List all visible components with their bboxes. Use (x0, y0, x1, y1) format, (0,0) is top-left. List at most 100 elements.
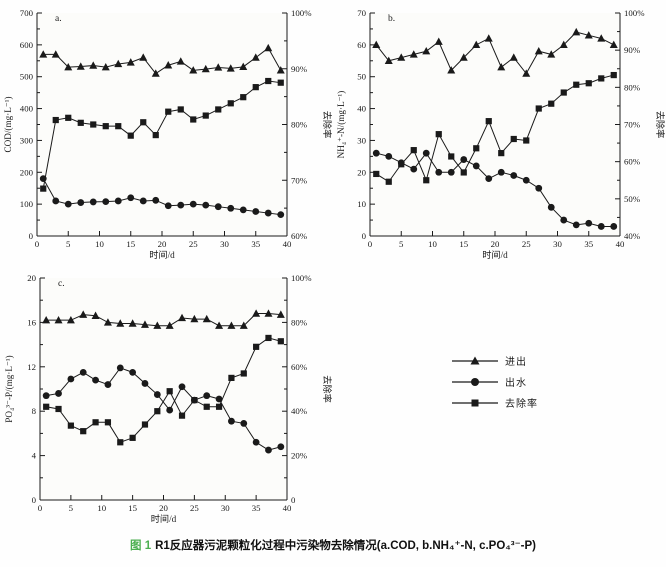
data-point-square (55, 405, 62, 413)
x-tick-label: 35 (584, 239, 593, 249)
data-point-circle (153, 391, 161, 398)
data-point-circle (79, 368, 87, 376)
legend-item-removal: 去除率 (452, 392, 538, 413)
data-point-square (510, 135, 517, 143)
data-point-circle (127, 194, 135, 202)
y-right-tick-label: 80% (291, 120, 308, 130)
y-left-axis-title: NH₄⁺-N/(mg·L⁻¹) (336, 91, 346, 159)
y-left-axis-title: PO₄³⁻-P/(mg·L⁻¹) (4, 355, 14, 422)
data-point-square (240, 370, 247, 377)
data-point-triangle (397, 53, 406, 61)
data-point-triangle (139, 53, 148, 61)
data-point-square (523, 137, 530, 144)
data-point-triangle (39, 50, 48, 58)
data-point-circle (497, 168, 505, 176)
y-left-tick-label: 600 (20, 40, 34, 50)
data-point-triangle (128, 319, 137, 327)
chart-a: 0 5 10 15 20 25 30 35 40 0 100 200 300 400 500 600 700 60… (0, 0, 333, 260)
data-point-triangle (215, 321, 224, 329)
data-point-circle (422, 149, 430, 157)
data-point-square (65, 114, 72, 121)
x-tick-label: 25 (190, 503, 199, 513)
y-right-tick-label: 20% (291, 451, 308, 461)
x-tick-label: 30 (221, 503, 230, 513)
y-right-axis-title: 去除率 (655, 111, 666, 139)
y-left-tick-label: 60 (357, 40, 366, 50)
y-right-tick-label: 100% (291, 8, 312, 18)
data-point-triangle (42, 315, 51, 324)
data-point-circle (228, 417, 235, 425)
data-point-square (90, 121, 97, 128)
x-tick-label: 15 (128, 503, 137, 513)
data-point-square (448, 153, 455, 160)
data-point-triangle (226, 64, 235, 72)
data-point-triangle (459, 53, 468, 61)
data-point-triangle (276, 66, 285, 74)
y-left-tick-label: 400 (20, 104, 34, 114)
x-tick-label: 10 (97, 503, 106, 513)
data-point-triangle (91, 311, 100, 319)
data-point-circle (164, 202, 172, 210)
data-point-square (177, 106, 184, 113)
data-point-circle (116, 364, 124, 372)
x-tick-label: 20 (158, 239, 167, 249)
data-point-circle (572, 221, 580, 229)
x-tick-label: 5 (399, 239, 404, 249)
y-left-tick-label: 70 (357, 8, 366, 18)
data-point-circle (141, 380, 149, 387)
data-point-triangle (251, 53, 260, 61)
data-point-triangle (54, 315, 63, 324)
chart-b: 0 5 10 15 20 25 30 35 40 0 10 20 30 40 50 60 70 40% 50% 60%… (333, 0, 666, 260)
data-point-circle (252, 438, 260, 446)
data-point-triangle (609, 40, 618, 49)
data-point-triangle (227, 321, 236, 329)
data-point-circle (277, 211, 285, 219)
data-point-triangle (584, 31, 593, 39)
data-point-square (435, 131, 442, 138)
data-point-square (203, 403, 210, 410)
data-point-square (227, 100, 234, 107)
x-axis-title: 时间/d (151, 513, 177, 524)
circle-marker-icon (452, 377, 498, 386)
data-point-circle (178, 383, 186, 391)
data-point-square (610, 71, 617, 79)
data-point-square (140, 119, 147, 126)
data-point-triangle (597, 34, 606, 42)
data-point-circle (52, 197, 60, 205)
data-point-square (117, 439, 124, 446)
legend-item-influent: 进出 (452, 350, 538, 371)
data-point-triangle (101, 62, 110, 71)
data-point-circle (67, 375, 75, 383)
data-point-triangle (276, 310, 285, 318)
data-point-triangle (176, 57, 185, 65)
legend-label-effluent: 出水 (505, 378, 527, 389)
data-point-triangle (202, 314, 211, 323)
data-point-triangle (547, 50, 556, 58)
data-point-circle (547, 203, 555, 211)
data-point-triangle (89, 61, 98, 69)
data-point-square (154, 408, 161, 415)
data-point-triangle (165, 321, 174, 329)
y-right-tick-label: 60% (624, 157, 641, 167)
data-point-triangle (264, 43, 273, 52)
data-point-square (129, 434, 136, 441)
data-point-circle (610, 223, 618, 230)
data-point-square (410, 147, 417, 154)
data-point-circle (77, 199, 85, 206)
data-point-square (460, 169, 467, 176)
y-left-tick-label: 30 (357, 135, 366, 145)
data-point-triangle (79, 310, 88, 318)
data-point-circle (447, 168, 455, 176)
data-point-circle (42, 392, 50, 400)
legend-item-effluent: 出水 (452, 371, 538, 392)
y-right-tick-label: 70% (624, 120, 641, 130)
data-point-triangle (116, 319, 125, 327)
data-point-triangle (64, 62, 73, 71)
data-point-triangle (447, 66, 456, 74)
data-point-triangle (114, 59, 123, 68)
x-tick-label: 5 (66, 239, 71, 249)
data-point-triangle (66, 315, 75, 324)
data-point-square (178, 412, 186, 419)
data-point-triangle (140, 320, 149, 328)
data-point-circle (104, 381, 112, 388)
